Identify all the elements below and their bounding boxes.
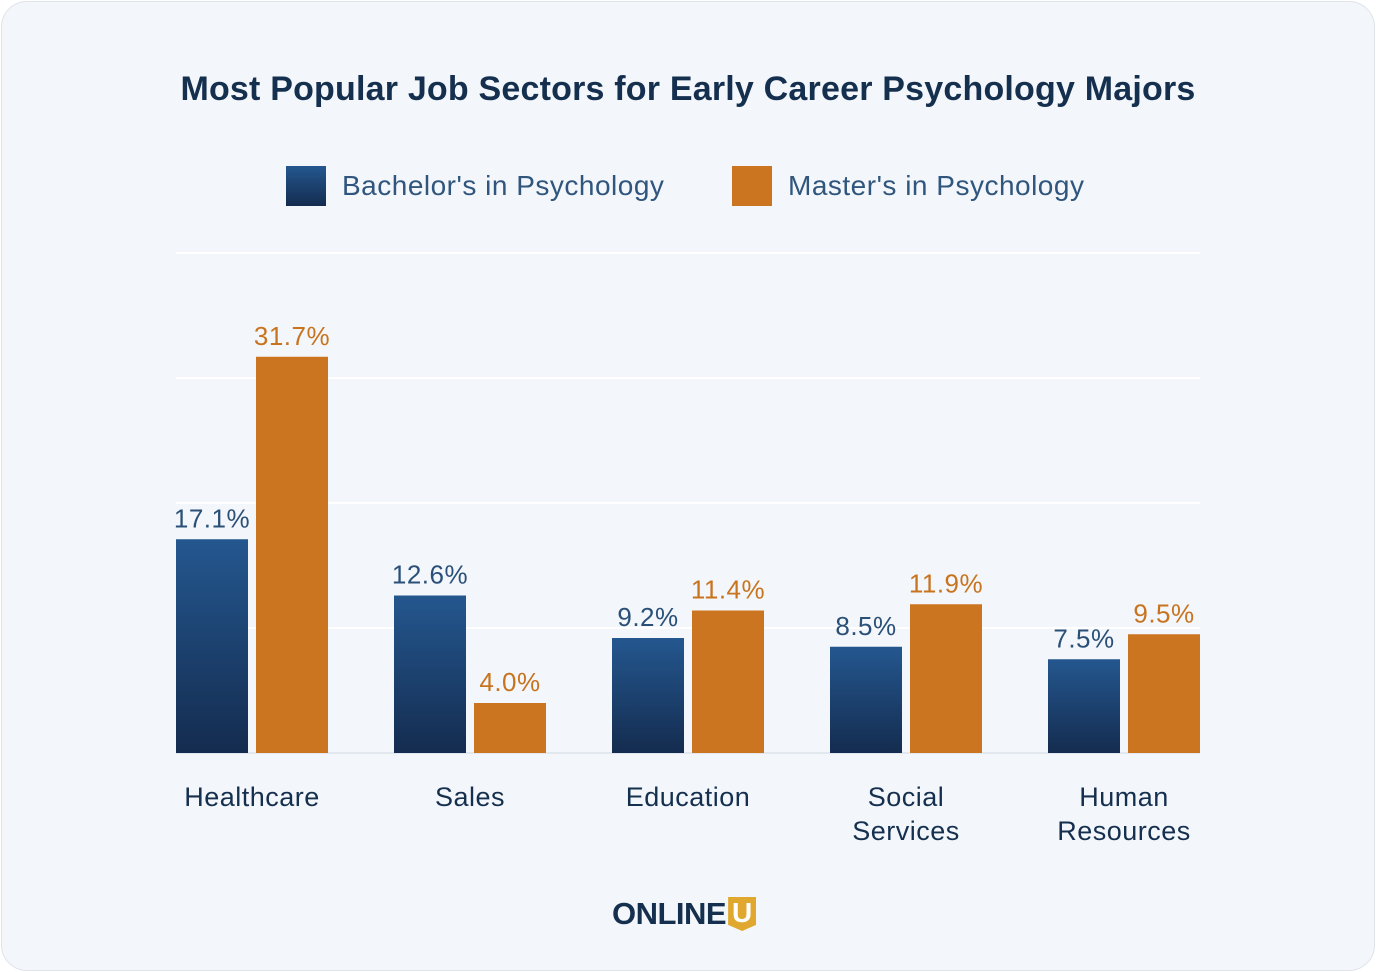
legend-item-bachelors: Bachelor's in Psychology [286, 166, 664, 206]
category-label-sales: Sales [435, 782, 505, 812]
chart-legend: Bachelor's in Psychology Master's in Psy… [0, 166, 1376, 206]
bar-bachelors-sales [394, 595, 466, 753]
bars [176, 356, 1200, 753]
legend-item-masters: Master's in Psychology [732, 166, 1084, 206]
category-labels: Healthcare Sales Education Social Services Hu… [184, 782, 1191, 846]
value-label-bachelors-education: 9.2% [617, 602, 678, 632]
bar-masters-social-services [910, 604, 982, 753]
legend-swatch-bachelors [286, 166, 326, 206]
bar-masters-human-resources [1128, 634, 1200, 753]
category-label-human-resources: Human Resources [1057, 782, 1191, 846]
onlineu-logo: ONLINE U [612, 896, 757, 932]
legend-label-masters: Master's in Psychology [788, 170, 1085, 201]
value-label-masters-sales: 4.0% [479, 667, 540, 697]
logo-text: ONLINE [612, 896, 727, 931]
bar-bachelors-human-resources [1048, 659, 1120, 753]
bar-masters-sales [474, 703, 546, 753]
value-label-masters-healthcare: 31.7% [254, 321, 330, 351]
gridlines [176, 252, 1200, 754]
bar-masters-education [692, 610, 764, 753]
value-label-bachelors-healthcare: 17.1% [174, 503, 250, 533]
value-label-bachelors-human-resources: 7.5% [1053, 623, 1114, 653]
category-label-education: Education [626, 782, 751, 812]
legend-swatch-masters [732, 166, 772, 206]
bar-masters-healthcare [256, 356, 328, 753]
category-label-healthcare: Healthcare [184, 782, 320, 812]
value-label-bachelors-social-services: 8.5% [835, 611, 896, 641]
category-label-social-services: Social Services [852, 782, 960, 846]
value-label-masters-human-resources: 9.5% [1133, 598, 1194, 628]
value-labels: 17.1% 31.7% 12.6% 4.0% 9.2% 11.4% 8.5% 11.9% 7.5… [174, 321, 1194, 697]
value-label-masters-social-services: 11.9% [909, 568, 983, 598]
legend-label-bachelors: Bachelor's in Psychology [342, 170, 665, 201]
logo-badge: U [728, 897, 757, 931]
bar-bachelors-healthcare [176, 539, 248, 753]
value-label-masters-education: 11.4% [691, 575, 765, 605]
value-label-bachelors-sales: 12.6% [392, 560, 468, 590]
bar-bachelors-education [612, 638, 684, 753]
bar-bachelors-social-services [830, 646, 902, 753]
chart-title: Most Popular Job Sectors for Early Caree… [180, 70, 1196, 108]
